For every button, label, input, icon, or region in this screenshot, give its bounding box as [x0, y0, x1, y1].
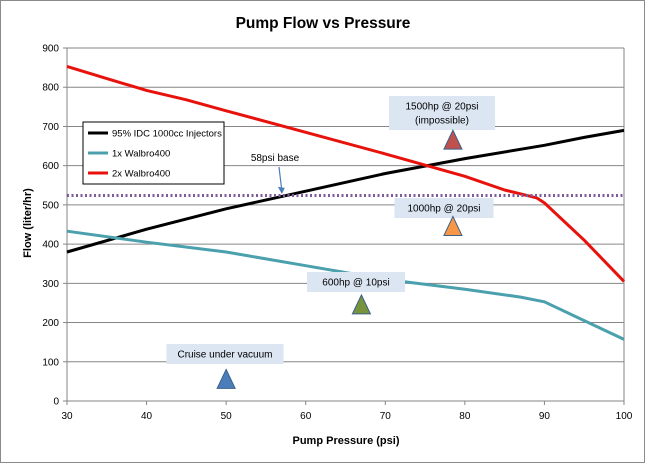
annotations: 58psi base Cruise under vacuum 600hp @ 10p… — [166, 96, 495, 389]
x-tick-label: 100 — [616, 411, 633, 422]
y-tick-label: 400 — [42, 240, 59, 251]
legend-label: 1x Walbro400 — [112, 149, 170, 160]
y-tick-label: 0 — [53, 397, 59, 408]
legend-label: 2x Walbro400 — [112, 169, 170, 180]
y-tick-label: 500 — [42, 200, 59, 211]
y-tick-label: 600 — [42, 161, 59, 172]
triangle-marker — [216, 368, 236, 389]
y-tick-label: 900 — [42, 44, 59, 55]
x-tick-label: 90 — [539, 411, 551, 422]
y-tick-label: 300 — [42, 279, 59, 290]
x-tick-label: 70 — [380, 411, 392, 422]
annotation-box — [389, 96, 495, 130]
triangle-marker — [351, 293, 372, 315]
annotation-box — [166, 344, 284, 364]
annotation-box — [394, 198, 494, 218]
series-line — [66, 128, 625, 254]
x-tick-label: 60 — [300, 411, 312, 422]
series-line — [66, 64, 626, 283]
y-tick-label: 800 — [42, 83, 59, 94]
annotation-label: 58psi base — [251, 153, 300, 164]
series-line — [66, 229, 625, 341]
triangle-marker — [443, 215, 463, 236]
legend-label: 95% IDC 1000cc Injectors — [112, 129, 222, 140]
x-tick-label: 30 — [61, 411, 73, 422]
annotation-label: 600hp @ 10psi — [322, 278, 389, 289]
y-tick-label: 100 — [42, 357, 59, 368]
annotation-label: (impossible) — [415, 116, 469, 127]
x-axis-ticks: 30 40 50 60 70 80 90 100 — [61, 401, 633, 422]
y-tick-label: 700 — [42, 122, 59, 133]
annotation-arrow-head — [277, 186, 285, 194]
y-tick-label: 200 — [42, 318, 59, 329]
chart-title: Pump Flow vs Pressure — [236, 15, 411, 32]
y-axis-label: Flow (liter/hr) — [22, 188, 34, 258]
triangle-marker — [443, 129, 463, 150]
series-lines — [66, 64, 626, 341]
x-tick-label: 80 — [459, 411, 471, 422]
x-tick-label: 50 — [221, 411, 233, 422]
annotation-box — [307, 272, 405, 292]
x-axis-label: Pump Pressure (psi) — [293, 435, 400, 447]
annotation-label: 1500hp @ 20psi — [406, 102, 479, 113]
grid-lines — [66, 47, 625, 402]
y-axis-ticks: 0 100 200 300 400 500 600 700 800 900 — [42, 44, 67, 408]
annotation-label: 1000hp @ 20psi — [408, 204, 481, 215]
annotation-arrow — [278, 166, 283, 191]
x-tick-label: 40 — [141, 411, 153, 422]
annotation-label: Cruise under vacuum — [177, 350, 272, 361]
legend: 95% IDC 1000cc Injectors 1x Walbro400 2x W… — [82, 121, 225, 185]
